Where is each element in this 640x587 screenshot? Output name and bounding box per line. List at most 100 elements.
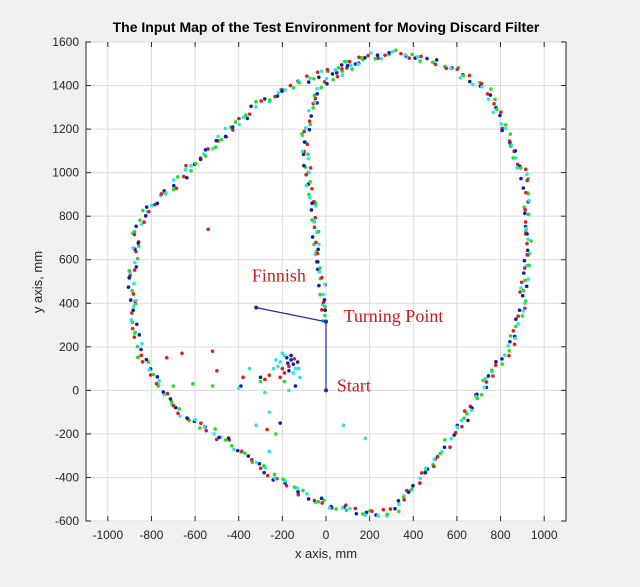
data-point-red	[523, 207, 527, 212]
path-vertex	[324, 319, 328, 324]
data-point-green	[323, 304, 327, 309]
data-point-red	[525, 253, 529, 257]
data-point-red	[154, 381, 159, 386]
data-point-blue	[239, 384, 243, 388]
data-point-red	[239, 449, 244, 454]
data-point-cyan	[306, 108, 311, 113]
data-point-green	[316, 499, 321, 504]
data-point-cyan	[513, 156, 518, 160]
data-point-cyan	[312, 100, 317, 104]
data-point-blue	[434, 58, 439, 62]
data-point-cyan	[459, 418, 464, 423]
data-point-red	[315, 70, 320, 74]
data-point-green	[133, 331, 137, 335]
y-tick-label: 200	[59, 340, 79, 354]
data-point-red	[515, 162, 520, 167]
data-point-green	[258, 379, 263, 384]
data-point-red	[214, 437, 219, 442]
data-point-blue	[235, 448, 240, 453]
data-point-green	[250, 460, 255, 465]
data-point-blue	[245, 116, 250, 121]
data-point-cyan	[526, 237, 530, 241]
data-point-red	[305, 74, 309, 78]
y-tick-label: 1000	[52, 166, 79, 180]
data-point-red	[237, 116, 241, 121]
data-point-green	[507, 349, 512, 353]
data-point-green	[493, 97, 497, 102]
data-point-blue	[513, 149, 518, 153]
data-point-blue	[521, 271, 526, 275]
data-point-cyan	[506, 344, 510, 348]
data-point-green	[331, 77, 335, 82]
data-point-green	[146, 360, 151, 364]
x-tick-label: -1000	[92, 528, 123, 542]
data-point-red	[325, 67, 330, 72]
data-point-green	[410, 52, 414, 57]
data-point-cyan	[178, 414, 182, 418]
data-point-red	[206, 227, 210, 232]
data-point-cyan	[164, 191, 168, 195]
data-point-cyan	[526, 277, 530, 281]
data-point-green	[438, 451, 442, 456]
data-point-red	[512, 342, 517, 347]
data-point-cyan	[341, 423, 346, 428]
data-point-cyan	[418, 476, 422, 481]
data-point-cyan	[304, 183, 309, 188]
data-point-cyan	[470, 82, 475, 87]
data-point-green	[521, 288, 526, 293]
data-point-red	[288, 83, 293, 88]
data-point-red	[176, 411, 180, 416]
y-tick-label: 800	[59, 209, 79, 223]
data-point-blue	[325, 81, 329, 86]
data-point-red	[302, 129, 307, 134]
data-point-blue	[500, 357, 504, 361]
data-point-red	[399, 51, 403, 56]
data-point-red	[174, 186, 179, 191]
data-point-green	[323, 313, 327, 318]
x-tick-label: -200	[270, 528, 294, 542]
data-point-blue	[396, 499, 401, 503]
data-point-cyan	[521, 309, 526, 313]
data-point-blue	[494, 360, 498, 364]
data-point-green	[523, 278, 527, 283]
data-point-cyan	[379, 56, 384, 61]
data-point-green	[465, 411, 469, 416]
data-point-cyan	[321, 292, 326, 297]
data-point-green	[130, 320, 135, 325]
data-point-blue	[522, 258, 527, 263]
data-point-blue	[306, 497, 311, 501]
data-point-cyan	[486, 97, 491, 101]
data-point-red	[492, 101, 496, 106]
data-point-red	[485, 92, 490, 96]
data-point-green	[344, 508, 349, 513]
data-point-cyan	[298, 375, 302, 380]
data-point-blue	[289, 353, 293, 358]
data-point-blue	[136, 241, 141, 245]
data-point-green	[524, 299, 528, 303]
data-point-green	[135, 344, 140, 349]
data-point-red	[511, 328, 516, 333]
axis-ticks: -1000 -800 -600 -400 -200 0 200 400 600 800 1000 -6…	[52, 35, 566, 542]
data-point-blue	[139, 347, 143, 352]
data-point-blue	[257, 461, 262, 466]
data-point-blue	[514, 317, 518, 321]
data-point-red	[180, 351, 184, 356]
data-point-green	[301, 488, 305, 493]
data-point-red	[460, 424, 464, 429]
data-point-red	[518, 290, 522, 294]
data-point-cyan	[319, 69, 324, 74]
data-point-blue	[315, 260, 320, 264]
data-point-red	[444, 66, 449, 71]
data-point-blue	[406, 490, 411, 494]
data-point-cyan	[503, 126, 508, 131]
data-point-blue	[128, 298, 133, 302]
data-point-green	[243, 451, 247, 456]
data-point-red	[287, 364, 291, 369]
data-point-blue	[262, 97, 267, 101]
data-point-green	[282, 379, 287, 384]
data-point-green	[281, 477, 285, 482]
data-point-cyan	[449, 436, 454, 441]
data-point-green	[508, 334, 513, 338]
data-point-blue	[488, 93, 493, 97]
data-point-blue	[144, 357, 149, 362]
